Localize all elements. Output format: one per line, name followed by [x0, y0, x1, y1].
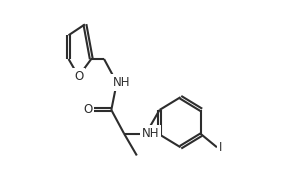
Text: I: I	[219, 141, 223, 154]
Text: O: O	[74, 70, 83, 83]
Text: O: O	[84, 103, 93, 116]
Text: NH: NH	[113, 76, 130, 89]
Text: NH: NH	[142, 127, 159, 140]
